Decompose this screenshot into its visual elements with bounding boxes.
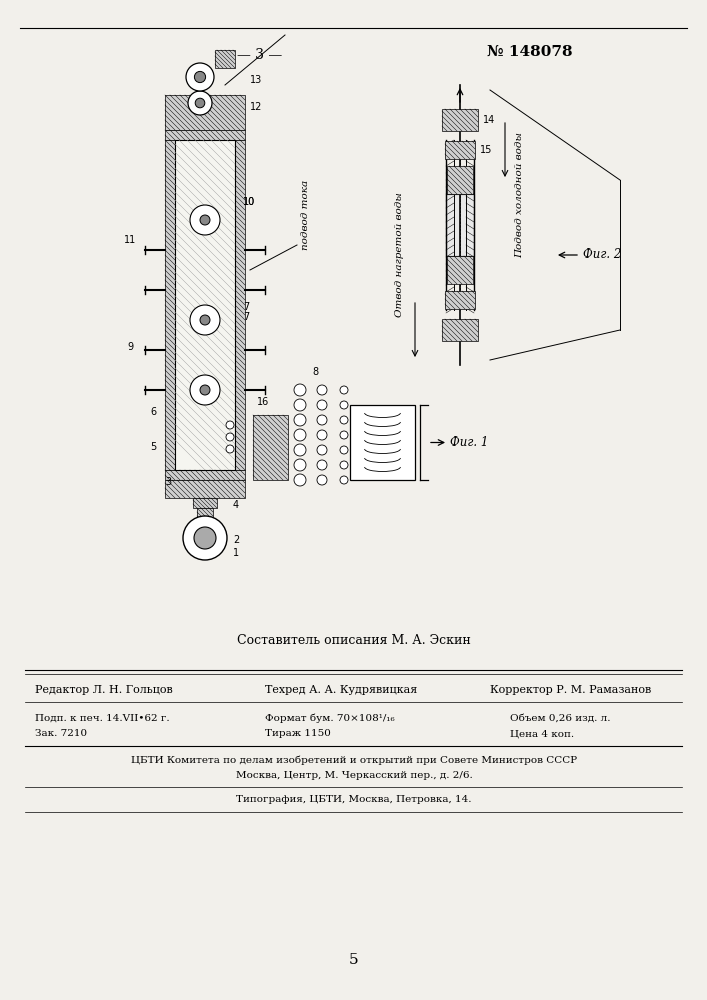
- Bar: [442, 319, 478, 341]
- Circle shape: [294, 414, 306, 426]
- Circle shape: [188, 91, 212, 115]
- Text: Формат бум. 70×108¹/₁₆: Формат бум. 70×108¹/₁₆: [265, 713, 395, 723]
- Circle shape: [183, 516, 227, 560]
- Circle shape: [226, 433, 234, 441]
- Bar: [350, 405, 415, 480]
- Bar: [165, 480, 245, 498]
- Circle shape: [294, 459, 306, 471]
- Circle shape: [200, 385, 210, 395]
- Text: Подп. к печ. 14.VII•62 г.: Подп. к печ. 14.VII•62 г.: [35, 714, 170, 722]
- Circle shape: [317, 430, 327, 440]
- Circle shape: [340, 446, 348, 454]
- Circle shape: [317, 475, 327, 485]
- Text: Редактор Л. Н. Гольцов: Редактор Л. Н. Гольцов: [35, 685, 173, 695]
- Bar: [447, 256, 473, 284]
- Bar: [215, 50, 235, 68]
- Text: Фиг. 1: Фиг. 1: [450, 436, 489, 449]
- Circle shape: [200, 215, 210, 225]
- Text: 4: 4: [233, 500, 239, 510]
- Text: Отвод нагретой воды: Отвод нагретой воды: [395, 193, 404, 317]
- Bar: [197, 508, 213, 520]
- Text: Составитель описания М. А. Эскин: Составитель описания М. А. Эскин: [237, 634, 471, 647]
- Circle shape: [186, 63, 214, 91]
- Bar: [175, 140, 235, 470]
- Circle shape: [195, 98, 205, 108]
- Circle shape: [340, 461, 348, 469]
- Text: ЦБТИ Комитета по делам изобретений и открытий при Совете Министров СССР: ЦБТИ Комитета по делам изобретений и отк…: [131, 755, 577, 765]
- Bar: [193, 498, 217, 508]
- Circle shape: [294, 384, 306, 396]
- Text: — 3 —: — 3 —: [238, 48, 283, 62]
- Text: Корректор Р. М. Рамазанов: Корректор Р. М. Рамазанов: [490, 685, 651, 695]
- Text: 5: 5: [150, 442, 156, 452]
- Text: 11: 11: [124, 235, 136, 245]
- Circle shape: [317, 460, 327, 470]
- Bar: [165, 140, 175, 470]
- Circle shape: [226, 445, 234, 453]
- Circle shape: [190, 205, 220, 235]
- Bar: [253, 415, 288, 480]
- Text: 10: 10: [243, 197, 255, 207]
- Text: 14: 14: [483, 115, 495, 125]
- Text: 7: 7: [243, 312, 250, 322]
- Text: 2: 2: [233, 535, 239, 545]
- Text: Подвод холодной воды: Подвод холодной воды: [515, 132, 525, 258]
- Circle shape: [190, 375, 220, 405]
- Text: 7: 7: [243, 302, 250, 312]
- Circle shape: [294, 444, 306, 456]
- Bar: [446, 194, 474, 256]
- Circle shape: [340, 476, 348, 484]
- Text: Москва, Центр, М. Черкасский пер., д. 2/6.: Москва, Центр, М. Черкасский пер., д. 2/…: [235, 772, 472, 780]
- Circle shape: [294, 429, 306, 441]
- Text: Техред А. А. Кудрявицкая: Техред А. А. Кудрявицкая: [265, 685, 417, 695]
- Text: 9: 9: [127, 342, 133, 352]
- Circle shape: [294, 399, 306, 411]
- Circle shape: [226, 421, 234, 429]
- Circle shape: [340, 416, 348, 424]
- Text: подвод тока: подвод тока: [300, 180, 310, 250]
- Text: 8: 8: [312, 367, 318, 377]
- Circle shape: [294, 474, 306, 486]
- Text: 12: 12: [250, 102, 262, 112]
- Circle shape: [190, 305, 220, 335]
- Text: № 148078: № 148078: [487, 45, 573, 59]
- Bar: [165, 95, 245, 130]
- Bar: [445, 141, 475, 159]
- Text: Типография, ЦБТИ, Москва, Петровка, 14.: Типография, ЦБТИ, Москва, Петровка, 14.: [236, 796, 472, 804]
- Bar: [165, 470, 245, 480]
- Text: Фиг. 2: Фиг. 2: [583, 248, 621, 261]
- Text: 3: 3: [165, 477, 171, 487]
- Bar: [235, 140, 245, 470]
- Text: 15: 15: [480, 145, 492, 155]
- Circle shape: [194, 527, 216, 549]
- Circle shape: [317, 385, 327, 395]
- Circle shape: [317, 445, 327, 455]
- Bar: [445, 291, 475, 309]
- Bar: [442, 109, 478, 131]
- Circle shape: [194, 71, 206, 83]
- Circle shape: [340, 401, 348, 409]
- Text: 1: 1: [233, 548, 239, 558]
- Circle shape: [340, 386, 348, 394]
- Bar: [165, 130, 245, 140]
- Text: Цена 4 коп.: Цена 4 коп.: [510, 730, 574, 738]
- Circle shape: [340, 431, 348, 439]
- Circle shape: [317, 415, 327, 425]
- Text: Объем 0,26 изд. л.: Объем 0,26 изд. л.: [510, 714, 611, 722]
- Text: 5: 5: [349, 953, 359, 967]
- Text: Тираж 1150: Тираж 1150: [265, 730, 331, 738]
- Text: 6: 6: [150, 407, 156, 417]
- Circle shape: [317, 400, 327, 410]
- Text: Зак. 7210: Зак. 7210: [35, 730, 87, 738]
- Text: 10: 10: [243, 197, 255, 207]
- Text: 13: 13: [250, 75, 262, 85]
- Circle shape: [200, 315, 210, 325]
- Bar: [447, 166, 473, 194]
- Text: 16: 16: [257, 397, 269, 407]
